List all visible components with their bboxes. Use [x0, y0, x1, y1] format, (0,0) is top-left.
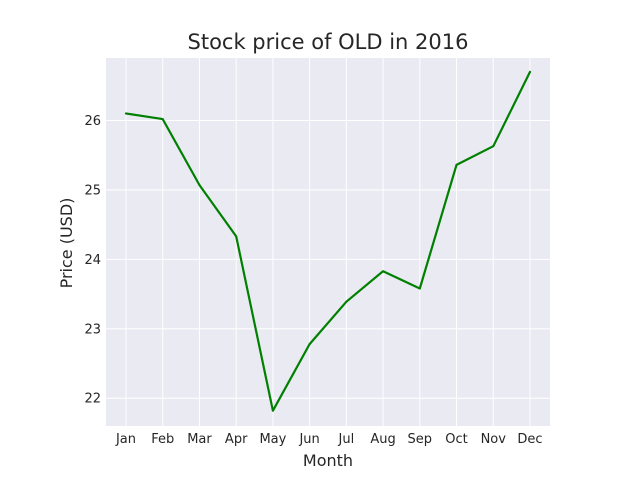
x-tick-label: Oct [445, 432, 467, 447]
y-axis-ticks: 22 23 24 25 26 [84, 114, 101, 407]
x-tick-label: Dec [517, 432, 542, 447]
x-tick-label: Jul [338, 432, 355, 447]
y-tick-label: 26 [84, 114, 101, 129]
x-tick-label: Aug [370, 432, 395, 447]
x-tick-label: Feb [151, 432, 174, 447]
grid-lines [106, 58, 550, 426]
x-axis-label: Month [303, 451, 353, 470]
chart-title: Stock price of OLD in 2016 [188, 30, 469, 54]
y-tick-label: 25 [84, 183, 101, 198]
x-tick-label: Apr [225, 432, 248, 447]
x-tick-label: May [259, 432, 286, 447]
x-tick-label: Nov [481, 432, 507, 447]
x-tick-label: Sep [408, 432, 433, 447]
y-tick-label: 22 [84, 392, 101, 407]
x-tick-label: Jan [115, 432, 136, 447]
series-layer [124, 70, 532, 412]
x-axis-ticks: Jan Feb Mar Apr May Jun Jul Aug Sep Oct Nov Dec [115, 432, 543, 447]
plot-area [106, 58, 550, 426]
y-tick-label: 23 [84, 322, 101, 337]
x-tick-label: Mar [187, 432, 212, 447]
price-series-line [124, 70, 532, 412]
y-tick-label: 24 [84, 253, 101, 268]
y-axis-label: Price (USD) [57, 198, 76, 289]
x-tick-label: Jun [298, 432, 319, 447]
